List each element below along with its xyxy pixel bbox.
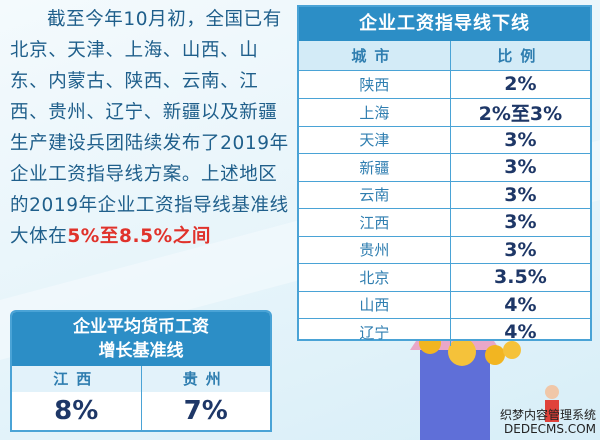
- city-cell: 新疆: [299, 153, 451, 182]
- baseline-title: 企业平均货币工资 增长基准线: [12, 312, 270, 366]
- city-cell: 辽宁: [299, 318, 451, 346]
- watermark-line: 织梦内容管理系统: [499, 408, 596, 422]
- box-illustration: [420, 350, 490, 440]
- baseline-title-line: 企业平均货币工资: [73, 317, 209, 337]
- intro-paragraph: 截至今年10月初，全国已有北京、天津、上海、山西、山东、内蒙古、陕西、云南、江西…: [10, 4, 290, 252]
- city-cell: 云南: [299, 180, 451, 209]
- ratio-cell: 3%: [449, 125, 590, 154]
- city-cell: 贵州: [299, 235, 451, 264]
- city-cell: 山西: [299, 290, 451, 319]
- person-head: [545, 385, 559, 399]
- table-row: 云南 3%: [299, 180, 590, 209]
- table-title: 企业工资指导线下线: [299, 7, 590, 41]
- table-row: 山西 4%: [299, 290, 590, 319]
- column-header: 比例: [449, 41, 590, 71]
- table-row: 北京 3.5%: [299, 263, 590, 292]
- coin: [485, 345, 505, 365]
- watermark-line: DEDECMS.COM: [504, 422, 596, 436]
- baseline-value: 8%: [12, 392, 142, 430]
- ratio-cell: 3.5%: [449, 263, 590, 292]
- coin: [503, 341, 521, 359]
- table-row: 天津 3%: [299, 125, 590, 154]
- ratio-cell: 3%: [449, 153, 590, 182]
- city-cell: 北京: [299, 263, 451, 292]
- ratio-cell: 3%: [449, 180, 590, 209]
- table-row: 辽宁 4%: [299, 318, 590, 346]
- ratio-cell: 2%至3%: [449, 97, 590, 127]
- city-cell: 上海: [299, 97, 451, 127]
- ratio-cell: 2%: [449, 70, 590, 99]
- ratio-cell: 3%: [449, 208, 590, 237]
- city-cell: 陕西: [299, 70, 451, 99]
- table-header: 城市 比例: [299, 41, 590, 71]
- table-row: 陕西 2%: [299, 70, 590, 99]
- table: 城市 比例 陕西 2% 上海 2%至3% 天津 3% 新疆 3% 云南 3% 江西 3% 贵州 3% 北京 3…: [299, 41, 590, 346]
- baseline-values: 8% 7%: [12, 392, 270, 430]
- table-row: 上海 2%至3%: [299, 97, 590, 127]
- table-row: 江西 3%: [299, 208, 590, 237]
- wage-table: 企业工资指导线下线 城市 比例 陕西 2% 上海 2%至3% 天津 3% 新疆 3% 云南 3% 江…: [297, 5, 592, 346]
- city-cell: 江西: [299, 208, 451, 237]
- table-row: 新疆 3%: [299, 153, 590, 182]
- region-label: 江西: [12, 366, 142, 392]
- ratio-cell: 4%: [449, 290, 590, 319]
- table-row: 贵州 3%: [299, 235, 590, 264]
- baseline-header: 江西 贵州: [12, 366, 270, 392]
- intro-text: 截至今年10月初，全国已有北京、天津、上海、山西、山东、内蒙古、陕西、云南、江西…: [10, 9, 289, 247]
- column-header: 城市: [299, 41, 451, 71]
- city-cell: 天津: [299, 125, 451, 154]
- baseline-box: 企业平均货币工资 增长基准线 江西 贵州 8% 7%: [10, 310, 272, 432]
- watermark: 织梦内容管理系统 DEDECMS.COM: [500, 408, 596, 436]
- ratio-cell: 4%: [449, 318, 590, 346]
- person-body: [545, 400, 559, 422]
- baseline-value: 7%: [183, 396, 228, 426]
- baseline-title-line: 增长基准线: [98, 341, 184, 361]
- region-label: 贵州: [141, 366, 270, 392]
- ratio-cell: 3%: [449, 235, 590, 264]
- intro-highlight: 5%至8.5%之间: [67, 226, 211, 247]
